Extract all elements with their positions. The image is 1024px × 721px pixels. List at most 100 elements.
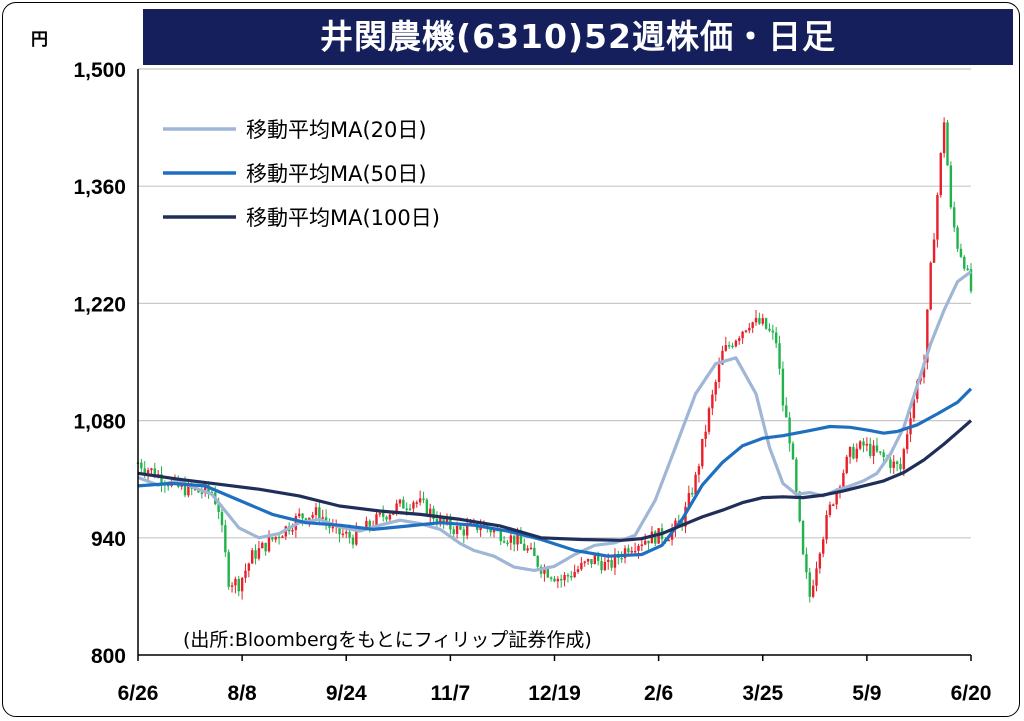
candle-up bbox=[355, 527, 358, 545]
candle-down bbox=[570, 576, 573, 578]
candle-up bbox=[744, 330, 748, 332]
candle-up bbox=[939, 153, 942, 196]
y-axis-unit: 円 bbox=[31, 30, 48, 50]
candle-up bbox=[704, 431, 707, 439]
candle-down bbox=[160, 474, 163, 484]
x-tick-label: 11/7 bbox=[431, 682, 471, 705]
candle-up bbox=[845, 456, 848, 473]
y-tick-label: 800 bbox=[91, 645, 126, 668]
candle-up bbox=[738, 338, 741, 341]
candle-down bbox=[237, 578, 240, 592]
candle-down bbox=[140, 462, 143, 469]
candle-up bbox=[701, 438, 704, 467]
candle-down bbox=[183, 484, 187, 496]
candle-up bbox=[388, 514, 392, 520]
x-tick-label: 8/8 bbox=[228, 682, 258, 705]
candle-up bbox=[902, 449, 906, 470]
candle-down bbox=[459, 526, 462, 530]
candle-down bbox=[768, 328, 771, 331]
candle-up bbox=[734, 340, 738, 347]
candle-down bbox=[452, 529, 455, 534]
candle-down bbox=[899, 464, 902, 470]
candle-down bbox=[966, 268, 969, 271]
x-tick-label: 12/19 bbox=[528, 682, 581, 705]
candle-down bbox=[969, 269, 973, 292]
candle-up bbox=[418, 498, 422, 503]
candle-down bbox=[523, 543, 526, 551]
candle-up bbox=[516, 534, 519, 545]
candle-down bbox=[620, 557, 623, 560]
candle-down bbox=[422, 498, 425, 500]
candle-down bbox=[949, 165, 953, 208]
candle-down bbox=[596, 555, 600, 561]
candle-down bbox=[956, 227, 959, 249]
candle-up bbox=[291, 529, 294, 532]
candle-down bbox=[560, 578, 563, 581]
candle-up bbox=[526, 548, 529, 551]
candle-down bbox=[381, 513, 385, 517]
candle-down bbox=[805, 554, 808, 573]
candle-down bbox=[402, 499, 405, 509]
candle-up bbox=[741, 331, 744, 339]
candle-up bbox=[203, 484, 207, 494]
candle-down bbox=[727, 345, 731, 347]
candle-down bbox=[788, 417, 791, 444]
candle-up bbox=[445, 518, 449, 523]
y-tick-label: 1,500 bbox=[73, 59, 126, 82]
candle-up bbox=[375, 514, 378, 527]
candle-down bbox=[348, 531, 351, 538]
candle-up bbox=[314, 507, 318, 515]
x-tick-label: 3/25 bbox=[742, 682, 783, 705]
candle-up bbox=[905, 434, 909, 450]
candle-up bbox=[378, 513, 382, 515]
y-tick-label: 1,220 bbox=[73, 293, 126, 316]
candle-down bbox=[220, 511, 224, 526]
candle-up bbox=[586, 559, 590, 562]
candle-down bbox=[143, 468, 146, 473]
candle-up bbox=[244, 570, 247, 578]
candle-down bbox=[301, 513, 304, 519]
candle-down bbox=[227, 552, 230, 587]
candle-up bbox=[187, 483, 190, 496]
candle-down bbox=[875, 445, 879, 452]
candlesticks bbox=[136, 117, 973, 603]
candle-down bbox=[959, 248, 963, 257]
legend-label: 移動平均MA(100日) bbox=[246, 206, 440, 230]
candle-down bbox=[546, 568, 549, 578]
candle-down bbox=[778, 343, 781, 369]
x-tick-label: 5/9 bbox=[852, 682, 881, 705]
candle-up bbox=[630, 550, 633, 553]
candle-up bbox=[298, 513, 301, 517]
candle-up bbox=[936, 195, 939, 240]
y-tick-label: 1,080 bbox=[73, 411, 126, 434]
candle-down bbox=[549, 577, 553, 579]
candle-down bbox=[277, 536, 281, 539]
candle-down bbox=[217, 504, 220, 512]
candle-down bbox=[801, 521, 805, 555]
candle-up bbox=[848, 446, 852, 457]
candle-up bbox=[509, 535, 513, 543]
candle-up bbox=[717, 364, 721, 383]
candle-up bbox=[687, 493, 691, 507]
candle-down bbox=[408, 508, 412, 511]
candle-down bbox=[167, 484, 170, 487]
candle-down bbox=[489, 528, 492, 533]
candle-up bbox=[331, 526, 335, 529]
candle-up bbox=[842, 472, 845, 487]
candle-up bbox=[721, 350, 724, 365]
candle-down bbox=[271, 537, 274, 540]
candle-up bbox=[321, 517, 324, 519]
candle-up bbox=[465, 525, 469, 536]
candle-down bbox=[781, 368, 785, 406]
ma-line-2 bbox=[137, 387, 973, 558]
x-tick-label: 9/24 bbox=[326, 682, 367, 705]
candle-up bbox=[543, 568, 546, 574]
x-tick-label: 6/26 bbox=[118, 682, 159, 705]
candle-up bbox=[761, 318, 764, 324]
candle-down bbox=[519, 534, 523, 544]
candle-up bbox=[694, 474, 697, 495]
y-tick-label: 1,360 bbox=[73, 176, 126, 199]
candle-up bbox=[643, 540, 647, 545]
candle-up bbox=[932, 239, 936, 263]
candle-up bbox=[815, 568, 818, 586]
